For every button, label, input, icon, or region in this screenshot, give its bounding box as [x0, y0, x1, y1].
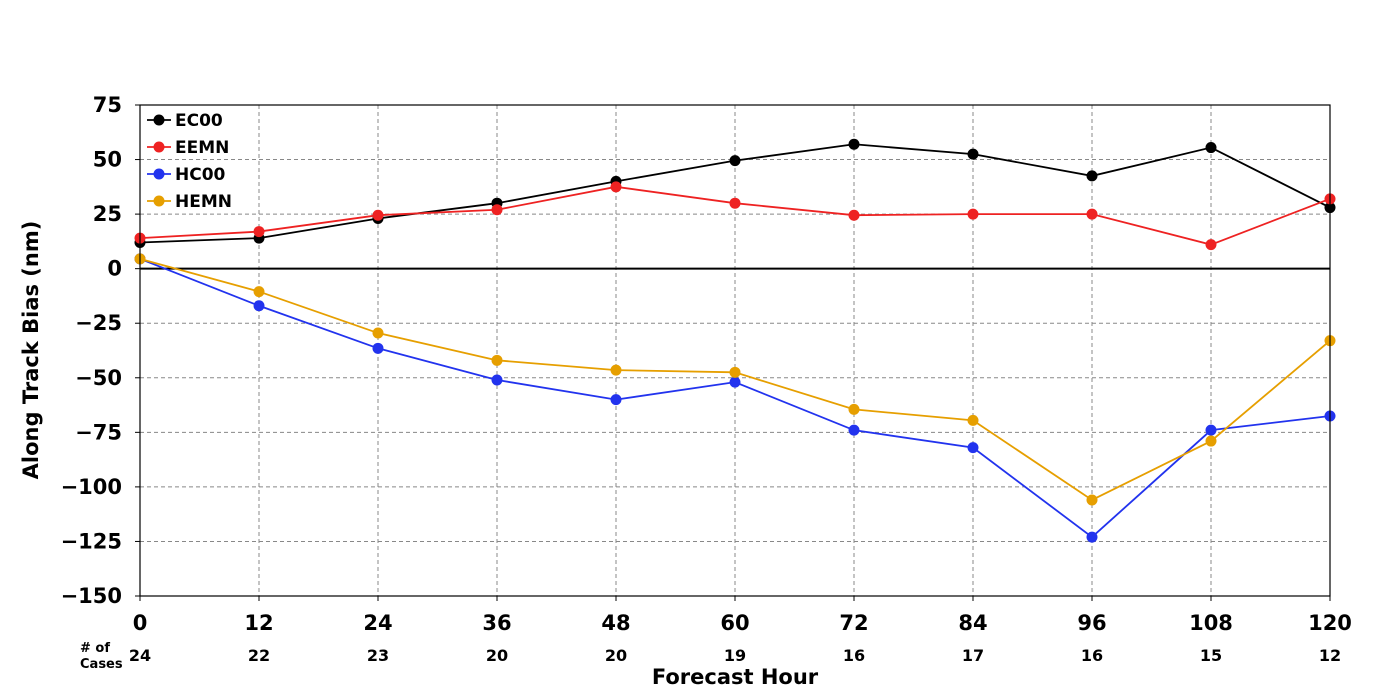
data-point-ec00 [848, 138, 860, 150]
case-count: 24 [129, 646, 151, 665]
case-count: 16 [843, 646, 865, 665]
series-line-eemn [139, 185, 1331, 246]
x-axis-ticks: 0 12 24 36 48 60 72 84 96 108 120 [133, 596, 1352, 635]
x-tick-label: 96 [1077, 611, 1106, 635]
data-point-hemn [253, 286, 265, 298]
legend-label-hc00: HC00 [175, 165, 226, 185]
x-tick-label: 0 [133, 611, 148, 635]
x-axis-label: Forecast Hour [652, 665, 819, 689]
case-header-line2: Cases [80, 657, 123, 672]
series-line-hc00 [139, 258, 1331, 539]
case-count: 15 [1200, 646, 1222, 665]
x-tick-label: 36 [482, 611, 511, 635]
data-point-hc00 [491, 374, 503, 386]
data-point-hc00 [1086, 531, 1098, 543]
case-count: 12 [1319, 646, 1341, 665]
data-point-eemn [491, 204, 503, 216]
data-point-hemn [1086, 494, 1098, 506]
x-tick-label: 72 [839, 611, 868, 635]
case-count: 22 [248, 646, 270, 665]
legend-marker-hc00 [153, 168, 165, 180]
gridlines [140, 105, 1330, 596]
data-point-eemn [729, 197, 741, 209]
legend-marker-ec00 [153, 114, 165, 126]
y-tick-label: 0 [107, 257, 122, 281]
case-count: 17 [962, 646, 984, 665]
data-point-eemn [1086, 208, 1098, 220]
case-count: 23 [367, 646, 389, 665]
case-header-line1: # of [80, 641, 110, 656]
data-point-eemn [253, 226, 265, 238]
x-tick-label: 120 [1308, 611, 1352, 635]
legend-label-hemn: HEMN [175, 192, 232, 212]
data-point-eemn [1205, 239, 1217, 251]
y-tick-label: −25 [75, 311, 122, 335]
data-point-hc00 [610, 394, 622, 406]
y-tick-label: −100 [61, 475, 122, 499]
data-point-eemn [610, 181, 622, 193]
y-tick-label: 50 [93, 148, 122, 172]
y-tick-label: −75 [75, 420, 122, 444]
data-point-ec00 [729, 155, 741, 167]
y-axis-label: Along Track Bias (nm) [19, 221, 43, 480]
y-tick-label: 75 [93, 93, 122, 117]
x-tick-label: 12 [244, 611, 273, 635]
series-group [134, 138, 1336, 543]
case-count: 16 [1081, 646, 1103, 665]
x-tick-label: 84 [958, 611, 987, 635]
data-point-hemn [1205, 435, 1217, 447]
data-point-hemn [610, 364, 622, 376]
data-point-eemn [967, 208, 979, 220]
data-point-hc00 [253, 300, 265, 312]
x-tick-label: 24 [363, 611, 392, 635]
legend-label-ec00: EC00 [175, 111, 223, 131]
case-count: 20 [486, 646, 508, 665]
y-tick-label: −150 [61, 584, 122, 608]
data-point-hemn [729, 366, 741, 378]
legend-marker-hemn [153, 195, 165, 207]
data-point-hc00 [1205, 424, 1217, 436]
legend-label-eemn: EEMN [175, 138, 229, 158]
data-point-ec00 [967, 148, 979, 160]
case-counts: 24 22 23 20 20 19 16 17 16 15 12 [129, 646, 1341, 665]
y-axis-ticks: 75 50 25 0 −25 −50 −75 −100 −125 −150 [61, 93, 140, 608]
case-count: 19 [724, 646, 746, 665]
data-point-hc00 [729, 376, 741, 388]
data-point-eemn [848, 209, 860, 221]
data-point-ec00 [1205, 142, 1217, 154]
data-point-hemn [372, 327, 384, 339]
x-tick-label: 48 [601, 611, 630, 635]
data-point-hemn [491, 354, 503, 366]
y-tick-label: −125 [61, 529, 122, 553]
legend: EC00 EEMN HC00 HEMN [147, 111, 232, 212]
x-tick-label: 108 [1189, 611, 1233, 635]
case-count: 20 [605, 646, 627, 665]
data-point-hc00 [372, 342, 384, 354]
data-point-eemn [372, 209, 384, 221]
legend-marker-eemn [153, 141, 165, 153]
data-point-ec00 [1086, 170, 1098, 182]
x-tick-label: 60 [720, 611, 749, 635]
y-tick-label: 25 [93, 202, 122, 226]
data-point-hc00 [848, 424, 860, 436]
data-point-hemn [967, 414, 979, 426]
data-point-hc00 [967, 442, 979, 454]
y-tick-label: −50 [75, 366, 122, 390]
data-point-hemn [848, 403, 860, 415]
